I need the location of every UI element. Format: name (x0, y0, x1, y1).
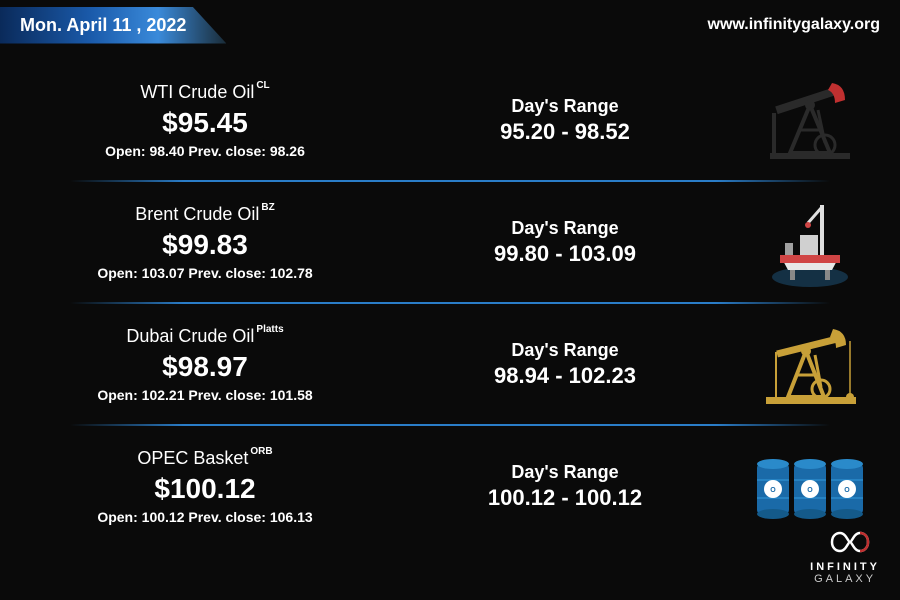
days-range-value: 100.12 - 100.12 (390, 485, 740, 511)
open-label: Open: (97, 509, 137, 525)
open-label: Open: (97, 387, 137, 403)
instrument-name: Dubai Crude Oil (126, 326, 254, 347)
prev-close-value: 106.13 (270, 509, 313, 525)
row-mid: Day's Range 95.20 - 98.52 (390, 96, 740, 145)
row-left: Brent Crude Oil BZ $99.83 Open: 103.07 P… (30, 204, 380, 281)
row-mid: Day's Range 98.94 - 102.23 (390, 340, 740, 389)
prev-close-value: 102.78 (270, 265, 313, 281)
pumpjack-gold-icon (750, 319, 870, 409)
instrument-symbol: Platts (256, 324, 283, 335)
instrument-name-wrap: OPEC Basket ORB (137, 448, 272, 469)
price-row: OPEC Basket ORB $100.12 Open: 100.12 Pre… (30, 426, 870, 546)
instrument-name-wrap: Dubai Crude Oil Platts (126, 326, 283, 347)
price-value: $99.83 (162, 229, 248, 261)
instrument-name: Brent Crude Oil (135, 204, 259, 225)
pumpjack-black-icon (750, 75, 870, 165)
instrument-symbol: CL (256, 80, 269, 91)
svg-text:O: O (807, 487, 813, 494)
svg-text:O: O (770, 487, 776, 494)
price-rows: WTI Crude Oil CL $95.45 Open: 98.40 Prev… (0, 50, 900, 546)
logo-text: INFINITYGALAXY (810, 561, 880, 585)
instrument-name-wrap: Brent Crude Oil BZ (135, 204, 274, 225)
site-url: www.infinitygalaxy.org (708, 16, 880, 34)
row-mid: Day's Range 99.80 - 103.09 (390, 218, 740, 267)
prev-close-label: Prev. close: (188, 265, 266, 281)
header: Mon. April 11 , 2022 www.infinitygalaxy.… (0, 0, 900, 50)
days-range-label: Day's Range (390, 96, 740, 117)
price-row: Dubai Crude Oil Platts $98.97 Open: 102.… (30, 304, 870, 424)
price-value: $100.12 (154, 473, 255, 505)
open-value: 98.40 (149, 143, 184, 159)
brand-logo: INFINITYGALAXY (810, 527, 880, 585)
row-mid: Day's Range 100.12 - 100.12 (390, 462, 740, 511)
infinity-icon (820, 527, 870, 557)
prev-close-value: 98.26 (270, 143, 305, 159)
open-prev-line: Open: 98.40 Prev. close: 98.26 (105, 143, 305, 159)
days-range-label: Day's Range (390, 218, 740, 239)
svg-text:O: O (844, 487, 850, 494)
price-value: $95.45 (162, 107, 248, 139)
days-range-value: 98.94 - 102.23 (390, 363, 740, 389)
platform-icon (750, 195, 870, 290)
barrels-icon: O O O (750, 446, 870, 526)
row-left: OPEC Basket ORB $100.12 Open: 100.12 Pre… (30, 448, 380, 525)
open-value: 103.07 (142, 265, 185, 281)
prev-close-value: 101.58 (270, 387, 313, 403)
prev-close-label: Prev. close: (188, 387, 266, 403)
days-range-label: Day's Range (390, 462, 740, 483)
row-left: WTI Crude Oil CL $95.45 Open: 98.40 Prev… (30, 82, 380, 159)
open-prev-line: Open: 100.12 Prev. close: 106.13 (97, 509, 312, 525)
instrument-symbol: BZ (261, 202, 274, 213)
price-row: Brent Crude Oil BZ $99.83 Open: 103.07 P… (30, 182, 870, 302)
price-row: WTI Crude Oil CL $95.45 Open: 98.40 Prev… (30, 60, 870, 180)
date-badge: Mon. April 11 , 2022 (0, 7, 226, 44)
open-label: Open: (105, 143, 145, 159)
prev-close-label: Prev. close: (188, 509, 266, 525)
days-range-value: 99.80 - 103.09 (390, 241, 740, 267)
instrument-name: OPEC Basket (137, 448, 248, 469)
days-range-label: Day's Range (390, 340, 740, 361)
open-value: 102.21 (142, 387, 185, 403)
instrument-name-wrap: WTI Crude Oil CL (140, 82, 269, 103)
instrument-symbol: ORB (250, 446, 272, 457)
instrument-name: WTI Crude Oil (140, 82, 254, 103)
open-prev-line: Open: 102.21 Prev. close: 101.58 (97, 387, 312, 403)
open-value: 100.12 (142, 509, 185, 525)
days-range-value: 95.20 - 98.52 (390, 119, 740, 145)
open-label: Open: (97, 265, 137, 281)
prev-close-label: Prev. close: (188, 143, 266, 159)
price-value: $98.97 (162, 351, 248, 383)
row-left: Dubai Crude Oil Platts $98.97 Open: 102.… (30, 326, 380, 403)
open-prev-line: Open: 103.07 Prev. close: 102.78 (97, 265, 312, 281)
